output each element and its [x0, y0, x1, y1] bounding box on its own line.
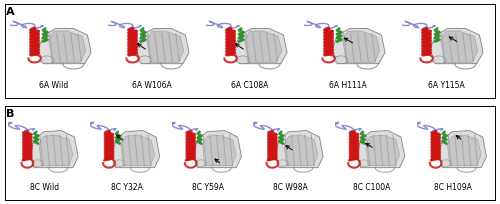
Polygon shape: [430, 29, 483, 64]
Polygon shape: [30, 131, 78, 168]
Polygon shape: [448, 135, 482, 166]
Polygon shape: [440, 31, 478, 62]
Polygon shape: [32, 160, 44, 166]
Polygon shape: [38, 29, 91, 64]
Polygon shape: [234, 29, 287, 64]
Text: 8C Y32A: 8C Y32A: [110, 183, 142, 192]
Text: B: B: [6, 109, 14, 119]
Polygon shape: [244, 31, 282, 62]
Polygon shape: [146, 31, 184, 62]
Polygon shape: [357, 131, 405, 168]
Polygon shape: [136, 29, 189, 64]
Text: 8C C100A: 8C C100A: [353, 183, 391, 192]
Polygon shape: [112, 131, 160, 168]
Polygon shape: [276, 131, 323, 168]
Polygon shape: [366, 135, 400, 166]
Text: A: A: [6, 7, 14, 17]
Text: 6A Wild: 6A Wild: [40, 81, 68, 90]
Text: 8C Wild: 8C Wild: [30, 183, 60, 192]
Text: 6A W106A: 6A W106A: [132, 81, 172, 90]
Polygon shape: [438, 131, 486, 168]
Polygon shape: [202, 135, 236, 166]
Polygon shape: [114, 160, 125, 166]
Polygon shape: [342, 31, 380, 62]
Polygon shape: [48, 31, 86, 62]
Polygon shape: [236, 56, 250, 64]
Polygon shape: [194, 131, 242, 168]
Polygon shape: [40, 56, 54, 64]
Polygon shape: [334, 56, 348, 64]
Polygon shape: [332, 29, 385, 64]
Polygon shape: [284, 135, 318, 166]
Text: 6A Y115A: 6A Y115A: [428, 81, 465, 90]
Text: 8C Y59A: 8C Y59A: [192, 183, 224, 192]
Polygon shape: [121, 135, 154, 166]
Polygon shape: [432, 56, 446, 64]
Polygon shape: [358, 160, 370, 166]
Text: 8C W98A: 8C W98A: [272, 183, 308, 192]
Polygon shape: [138, 56, 152, 64]
Polygon shape: [39, 135, 73, 166]
Text: 6A H111A: 6A H111A: [329, 81, 367, 90]
Polygon shape: [277, 160, 288, 166]
Text: 8C H109A: 8C H109A: [434, 183, 472, 192]
Polygon shape: [195, 160, 207, 166]
Text: 6A C108A: 6A C108A: [232, 81, 268, 90]
Polygon shape: [440, 160, 452, 166]
